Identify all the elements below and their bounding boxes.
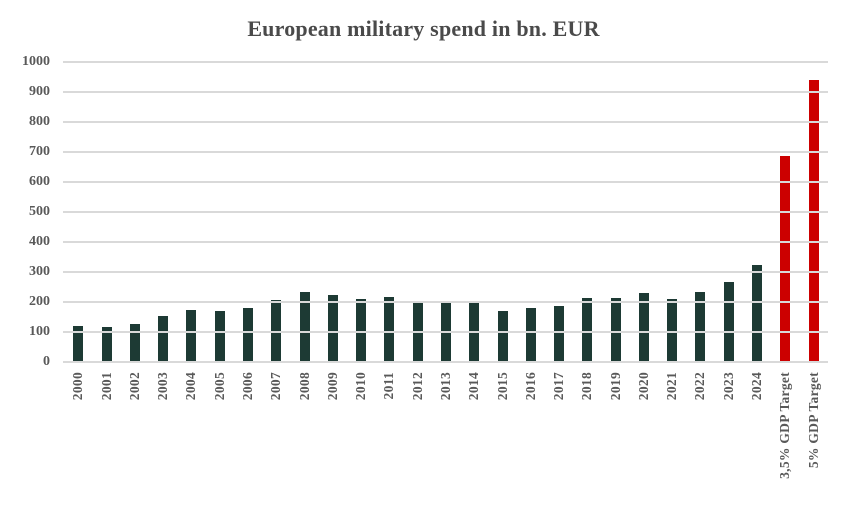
x-tick-label-3-5-gdp-target: 3,5% GDP Target — [777, 372, 793, 479]
x-tick-label-2020: 2020 — [635, 372, 651, 401]
gridline-0 — [63, 361, 828, 363]
x-tick-label-2021: 2021 — [664, 372, 680, 401]
bar-2003 — [158, 315, 169, 362]
x-tick-label-2015: 2015 — [494, 372, 510, 401]
x-tick-label-2022: 2022 — [692, 372, 708, 401]
x-tick-label-2007: 2007 — [268, 372, 284, 401]
x-tick-label-2002: 2002 — [126, 372, 142, 401]
bar-2004 — [186, 310, 197, 362]
gridline-800 — [63, 121, 828, 123]
bar-2020 — [638, 293, 649, 362]
bar-2011 — [384, 297, 395, 362]
bar-2016 — [525, 308, 536, 362]
x-tick-label-2024: 2024 — [749, 372, 765, 401]
x-tick-label-2004: 2004 — [183, 372, 199, 401]
x-tick-label-2011: 2011 — [381, 372, 397, 400]
bar-2019 — [610, 297, 621, 362]
gridline-500 — [63, 211, 828, 213]
bar-2023 — [723, 282, 734, 362]
gridline-300 — [63, 271, 828, 273]
bar-2002 — [129, 323, 140, 362]
x-tick-label-2017: 2017 — [551, 372, 567, 401]
x-tick-label-2018: 2018 — [579, 372, 595, 401]
chart-title: European military spend in bn. EUR — [247, 16, 600, 41]
x-tick-label-2000: 2000 — [70, 372, 86, 401]
y-tick-label-600: 600 — [29, 174, 50, 189]
bar-2006 — [242, 307, 253, 362]
y-tick-label-1000: 1000 — [22, 54, 50, 69]
y-tick-label-500: 500 — [29, 204, 50, 219]
y-tick-label-700: 700 — [29, 144, 50, 159]
bar-3-5-gdp-target — [780, 156, 791, 362]
x-tick-label-2003: 2003 — [155, 372, 171, 401]
bar-2008 — [299, 292, 310, 362]
x-tick-label-2016: 2016 — [522, 372, 538, 401]
bar-2024 — [752, 264, 763, 362]
plot-area — [63, 61, 828, 363]
x-tick-label-2001: 2001 — [98, 372, 114, 401]
gridline-700 — [63, 151, 828, 153]
bar-2022 — [695, 291, 706, 362]
x-tick-label-2010: 2010 — [353, 372, 369, 401]
bar-5-gdp-target — [808, 79, 819, 362]
bar-2009 — [327, 295, 338, 362]
y-tick-label-400: 400 — [29, 234, 50, 249]
bar-2001 — [101, 327, 112, 362]
x-tick-label-2005: 2005 — [211, 372, 227, 401]
x-tick-label-2009: 2009 — [324, 372, 340, 401]
gridline-100 — [63, 331, 828, 333]
x-tick-label-2008: 2008 — [296, 372, 312, 401]
gridline-200 — [63, 301, 828, 303]
bar-2018 — [582, 298, 593, 362]
y-tick-label-800: 800 — [29, 114, 50, 129]
bar-2010 — [356, 299, 367, 362]
bar-2015 — [497, 310, 508, 362]
bar-2000 — [73, 326, 84, 362]
x-tick-label-2014: 2014 — [466, 372, 482, 401]
gridline-400 — [63, 241, 828, 243]
x-tick-label-2012: 2012 — [409, 372, 425, 401]
y-tick-label-300: 300 — [29, 264, 50, 279]
y-tick-label-900: 900 — [29, 84, 50, 99]
y-tick-label-0: 0 — [43, 354, 50, 369]
x-tick-label-2023: 2023 — [720, 372, 736, 401]
gridline-900 — [63, 91, 828, 93]
bar-2017 — [554, 305, 565, 362]
y-tick-label-200: 200 — [29, 294, 50, 309]
gridline-600 — [63, 181, 828, 183]
gridline-1000 — [63, 61, 828, 63]
y-tick-label-100: 100 — [29, 324, 50, 339]
x-tick-label-5-gdp-target: 5% GDP Target — [805, 372, 821, 469]
bar-2005 — [214, 311, 225, 362]
x-tick-label-2006: 2006 — [239, 372, 255, 401]
bar-2021 — [667, 298, 678, 362]
x-tick-label-2019: 2019 — [607, 372, 623, 401]
x-tick-label-2013: 2013 — [437, 372, 453, 401]
